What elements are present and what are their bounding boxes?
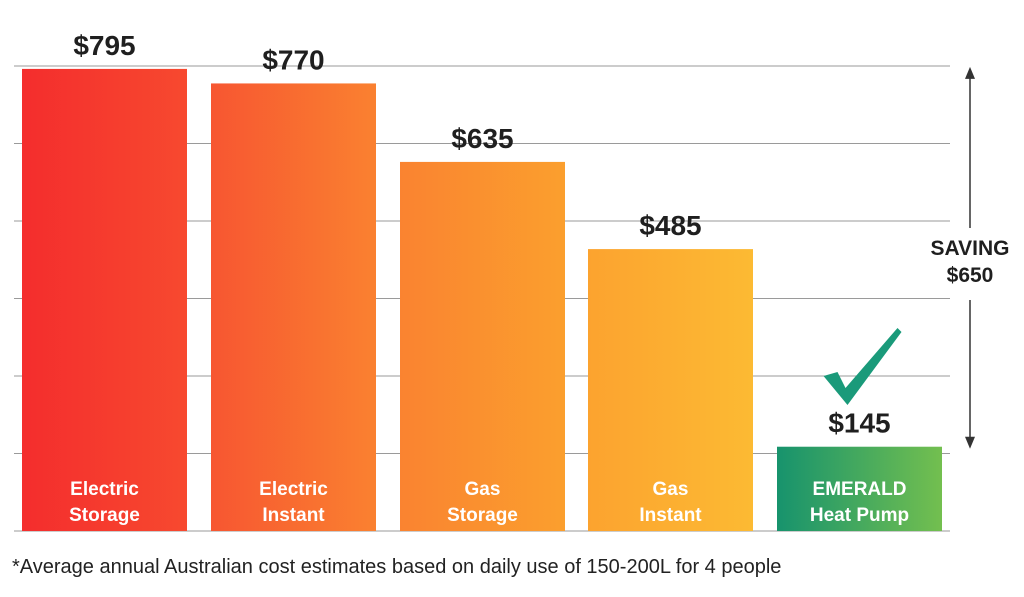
bars: $795 Electric Storage $770 Electric Instant $6…	[22, 30, 942, 531]
saving-label-0: SAVING	[931, 237, 1010, 260]
bar-0	[22, 68, 187, 531]
bar-4	[777, 446, 942, 531]
category-label-1-0: Electric	[259, 479, 328, 500]
checkmark-icon	[823, 328, 902, 405]
bar-2	[400, 161, 565, 531]
bar-chart: $795 Electric Storage $770 Electric Instant $6…	[14, 30, 1010, 532]
category-label-2-1: Storage	[447, 505, 518, 526]
value-label-2: $635	[451, 123, 513, 154]
arrowhead-up-icon	[965, 66, 975, 79]
value-label-3: $485	[639, 210, 701, 241]
bar-1	[211, 83, 376, 531]
category-label-1-1: Instant	[262, 505, 325, 526]
saving-annotation: SAVING $650	[823, 66, 1010, 449]
value-label-1: $770	[262, 44, 324, 75]
category-label-0-0: Electric	[70, 479, 139, 500]
arrowhead-down-icon	[965, 436, 975, 449]
footnote: *Average annual Australian cost estimate…	[12, 556, 782, 578]
value-label-4: $145	[828, 408, 890, 439]
category-label-3-1: Instant	[639, 505, 702, 526]
category-label-4-1: Heat Pump	[810, 505, 909, 526]
category-label-2-0: Gas	[465, 479, 501, 500]
bar-3	[588, 249, 753, 531]
category-label-3-0: Gas	[653, 479, 689, 500]
saving-label-1: $650	[947, 264, 994, 287]
category-label-4-0: EMERALD	[813, 479, 907, 500]
category-label-0-1: Storage	[69, 505, 140, 526]
value-label-0: $795	[73, 30, 135, 61]
